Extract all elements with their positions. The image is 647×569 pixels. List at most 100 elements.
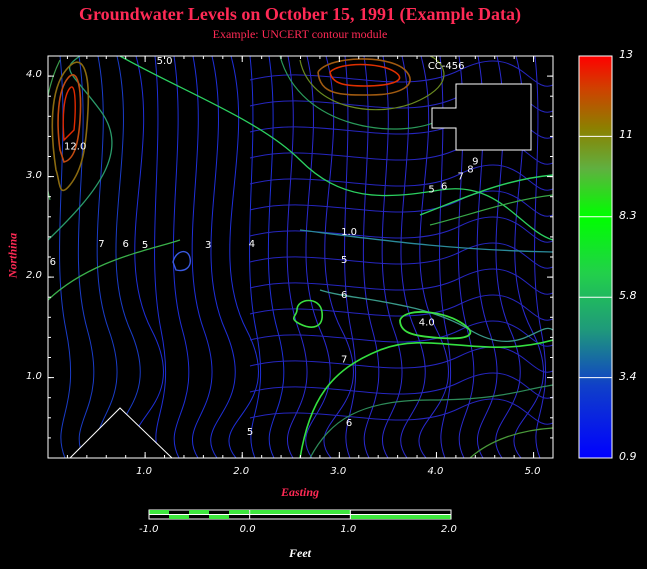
scale-bar-tick-label: -1.0	[139, 524, 159, 535]
contour-line	[77, 56, 95, 458]
chart-title: Groundwater Levels on October 15, 1991 (…	[79, 4, 521, 24]
contour-line	[344, 56, 357, 458]
contour-line	[172, 251, 191, 272]
scale-bar-segment	[250, 510, 350, 515]
contour-label: 6	[50, 257, 56, 268]
x-tick-label: 1.0	[136, 466, 153, 477]
contour-line	[267, 56, 285, 458]
contour-label: 5	[341, 255, 347, 266]
contour-line	[418, 56, 449, 458]
scale-bar-segment	[149, 510, 169, 515]
contour-line	[96, 56, 118, 458]
contour-label: 7	[458, 172, 464, 183]
contour-label: 7	[341, 355, 347, 366]
contour-line	[172, 56, 190, 458]
scale-bar	[148, 509, 452, 520]
colorbar	[578, 55, 613, 459]
y-tick-label: 3.0	[26, 169, 42, 181]
contour-line	[309, 384, 553, 458]
colorbar-tick-label: 3.4	[619, 369, 637, 383]
contour-line	[62, 86, 76, 142]
contour-line	[51, 61, 90, 192]
contour-line	[292, 299, 323, 328]
contour-label: CC-456	[428, 61, 465, 72]
contour-line	[191, 56, 213, 458]
scale-bar-tick-label: 2.0	[441, 524, 457, 535]
contour-line	[419, 174, 553, 216]
contour-line	[249, 190, 553, 217]
x-tick-label: 5.0	[524, 466, 541, 477]
scale-bar-segment	[189, 510, 209, 515]
contour-label: 3	[205, 240, 211, 251]
contour-line	[299, 229, 553, 253]
contour-label: 7	[98, 239, 104, 250]
scale-bar-tick-label: 1.0	[340, 524, 357, 535]
scale-bar-segment	[169, 514, 189, 519]
contour-line	[299, 339, 553, 458]
x-tick-label: 4.0	[427, 466, 444, 477]
colorbar-tick-label: 5.8	[619, 289, 637, 303]
contour-line	[319, 289, 553, 343]
contour-label: 9	[472, 157, 478, 168]
contour-label: 6	[341, 290, 347, 301]
chart-subtitle: Example: UNCERT contour module	[212, 27, 388, 41]
contour-label: 8	[467, 165, 473, 176]
contour-line	[249, 60, 553, 87]
contour-label: 5	[428, 185, 434, 196]
contour-label: 6	[441, 182, 447, 193]
contour-label: 5	[142, 240, 148, 251]
contour-label: 6	[346, 418, 352, 429]
contour-line	[48, 59, 61, 201]
contour-line	[362, 56, 380, 458]
contour-line	[279, 56, 441, 130]
contour-line	[249, 398, 553, 425]
contour-line	[249, 320, 553, 347]
contour-line	[323, 56, 354, 458]
colorbar-tick-label: 11	[619, 128, 633, 142]
contour-line	[249, 372, 553, 399]
contour-label: 6	[123, 239, 129, 250]
contour-line	[57, 74, 82, 163]
contour-line	[48, 56, 113, 241]
contour-line	[249, 268, 553, 295]
contour-line	[469, 427, 553, 458]
axis-ticks	[48, 56, 553, 459]
contour-line	[249, 294, 553, 321]
y-axis-label: Northina	[5, 232, 20, 279]
contour-label: 5.0	[157, 56, 173, 67]
contour-label: 4.0	[419, 317, 435, 328]
colorbar-tick-label: 8.3	[619, 208, 637, 222]
contour-label: 12.0	[64, 141, 86, 152]
scale-bar-label: Feet	[289, 546, 311, 560]
masked-region-upper-right	[431, 83, 532, 151]
y-tick-label: 2.0	[26, 270, 42, 282]
contour-line	[249, 346, 553, 373]
contour-line	[534, 56, 547, 458]
x-tick-label: 3.0	[330, 466, 347, 477]
contour-line	[228, 56, 259, 458]
scale-bar-segment	[350, 514, 451, 519]
contour-line	[317, 58, 411, 96]
colorbar-tick-label: 13	[619, 48, 633, 61]
contour-line	[133, 56, 164, 458]
contour-line	[249, 242, 553, 269]
contour-line	[249, 56, 262, 458]
colorbar-tick-label: 0.9	[619, 450, 637, 463]
scale-bar-tick-label: 0.0	[239, 524, 256, 535]
contour-line	[210, 56, 236, 458]
contour-line	[381, 56, 403, 458]
colorbar-dividers	[579, 135, 612, 379]
x-axis-label: Easting	[280, 485, 319, 499]
contour-line	[399, 311, 472, 340]
contour-label: 4	[249, 239, 255, 250]
contour-label: 5	[247, 427, 253, 438]
contour-line	[154, 56, 167, 458]
contour-line	[48, 239, 181, 301]
contour-line	[299, 56, 445, 111]
contour-line	[119, 56, 553, 241]
x-tick-label: 2.0	[233, 466, 250, 477]
contour-line	[249, 164, 553, 191]
contour-line	[400, 56, 426, 458]
